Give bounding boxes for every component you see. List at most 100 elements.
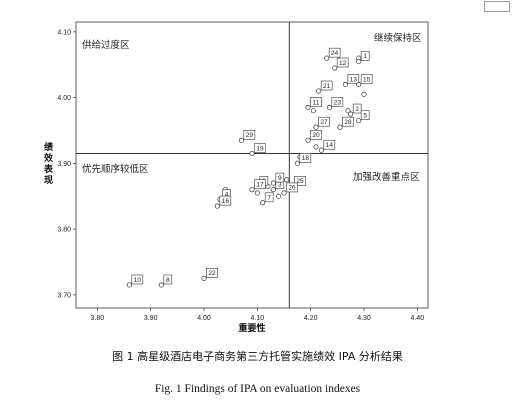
point-label: 19 (256, 145, 264, 152)
point-label-box (219, 195, 232, 206)
x-tick-label: 4.30 (357, 315, 371, 322)
point-label-box (318, 116, 330, 127)
point-label-box (352, 103, 362, 114)
y-tick-label: 3.90 (57, 161, 71, 168)
data-point (249, 150, 255, 157)
point-label-box (206, 268, 218, 278)
point-label-box (286, 182, 298, 193)
quadrant-top-right-label: 继续保持区 (374, 32, 422, 44)
data-point (270, 187, 276, 193)
data-point (337, 124, 343, 130)
point-label-box (254, 179, 266, 189)
point-label: 7 (267, 195, 271, 202)
data-point (356, 81, 362, 88)
figure-caption-chinese: 图 1 高星级酒店电子商务第三方托管实施绩效 IPA 分析结果 (112, 350, 403, 363)
data-point (313, 124, 319, 130)
data-point (356, 118, 362, 124)
point-label: 1 (363, 53, 367, 60)
x-axis-title: 重要性 (238, 322, 265, 334)
corner-frame (484, 1, 510, 12)
data-point (126, 282, 132, 288)
x-tick-label: 4.00 (197, 315, 211, 322)
data-point (294, 160, 300, 166)
x-tick-label: 4.20 (304, 315, 318, 322)
quadrant-top-left-label: 供给过度区 (82, 39, 130, 51)
point-label-box (320, 80, 333, 91)
x-tick-label: 4.10 (251, 315, 265, 322)
y-axis-ticks: 3.70 3.80 3.90 4.00 4.10 (57, 29, 76, 299)
data-point (310, 108, 316, 114)
x-axis-ticks: 3.80 3.90 4.00 4.10 4.20 4.30 4.40 (91, 308, 425, 322)
point-label: 4 (225, 191, 229, 198)
ipa-scatter-chart: 3.80 3.90 4.00 4.10 4.20 4.30 4.40 3.70 3.80 3.9… (43, 21, 429, 334)
point-label: 20 (312, 132, 320, 139)
point-label: 27 (320, 119, 328, 126)
point-label-box (328, 47, 341, 58)
data-point (342, 81, 348, 88)
data-point (345, 108, 351, 114)
point-label-box (331, 97, 344, 107)
point-label: 2 (355, 106, 359, 113)
point-label-box (360, 74, 373, 84)
point-label: 28 (344, 119, 352, 126)
point-label: 5 (363, 112, 367, 119)
point-label: 13 (350, 76, 358, 83)
data-point (316, 88, 322, 94)
data-point (356, 58, 362, 64)
plot-frame (75, 21, 429, 309)
point-label-box (294, 176, 306, 186)
data-point (238, 137, 244, 143)
point-label-box (243, 130, 256, 140)
point-label: 11 (313, 99, 320, 106)
point-label-box (131, 274, 144, 285)
point-label: 12 (339, 60, 347, 67)
data-points: 1234567891011121314151617181920212223242… (126, 47, 373, 288)
point-label-box (310, 97, 322, 107)
point-label: 25 (296, 178, 304, 185)
point-label: 3 (278, 181, 282, 188)
data-point (201, 275, 207, 281)
data-point (254, 190, 260, 196)
data-point (361, 91, 367, 97)
y-tick-label: 4.00 (57, 95, 71, 102)
data-point (260, 200, 266, 206)
data-point (158, 282, 164, 288)
point-label: 17 (256, 181, 264, 188)
point-label: 14 (326, 142, 334, 149)
point-label: 21 (323, 83, 331, 90)
data-point (318, 147, 324, 153)
point-label-box (323, 139, 336, 150)
x-tick-label: 3.90 (144, 315, 158, 322)
data-point (270, 180, 276, 186)
point-label-box (360, 51, 370, 61)
data-point (348, 111, 354, 117)
data-point (324, 55, 330, 61)
point-label-box (347, 74, 360, 84)
quadrant-bottom-right-label: 加强改善重点区 (353, 171, 420, 183)
point-label-box (163, 274, 173, 285)
point-label-box (264, 192, 274, 203)
point-label: 16 (222, 198, 230, 205)
point-label: 8 (166, 277, 170, 284)
data-point (249, 187, 255, 193)
data-point (332, 65, 338, 71)
point-label-box (342, 116, 354, 127)
point-label: 10 (134, 277, 142, 284)
point-label: 26 (288, 185, 296, 192)
point-label: 9 (278, 175, 282, 182)
data-point (305, 104, 311, 111)
point-label-box (360, 110, 370, 120)
y-tick-label: 3.80 (57, 227, 71, 234)
point-label: 15 (363, 76, 371, 83)
quadrant-bottom-left-label: 优先顺序较低区 (82, 163, 149, 175)
point-label-box (299, 153, 312, 163)
y-axis-title: 绩效表现 (43, 141, 54, 186)
x-tick-label: 4.40 (411, 315, 425, 322)
y-tick-label: 4.10 (57, 29, 71, 36)
point-label: 18 (302, 155, 310, 162)
data-point (284, 177, 290, 183)
data-point (313, 144, 319, 150)
point-label: 29 (246, 132, 254, 139)
point-label-box (254, 143, 266, 153)
figure-caption-english: Fig. 1 Findings of IPA on evaluation ind… (154, 383, 361, 395)
